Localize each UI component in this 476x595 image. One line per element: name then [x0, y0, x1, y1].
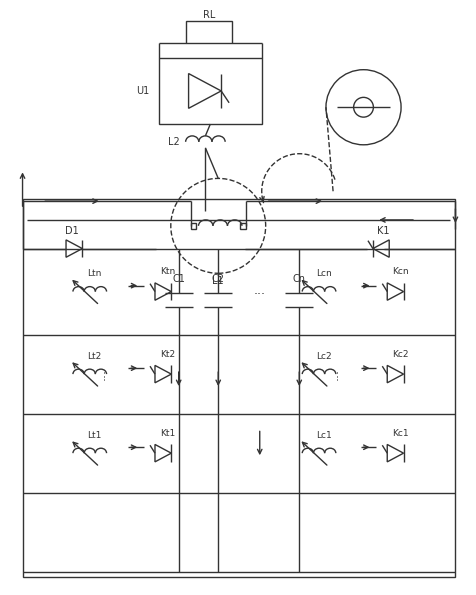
Text: Kt2: Kt2: [160, 350, 175, 359]
Text: Ltn: Ltn: [88, 270, 102, 278]
Text: ...: ...: [95, 368, 108, 380]
Text: ...: ...: [254, 284, 266, 296]
Text: Lc1: Lc1: [316, 431, 332, 440]
Text: D1: D1: [65, 226, 79, 236]
Text: ...: ...: [327, 368, 340, 380]
Text: K1: K1: [377, 226, 389, 236]
Text: C1: C1: [172, 274, 185, 284]
Text: Lcn: Lcn: [316, 270, 332, 278]
Text: Lt2: Lt2: [88, 352, 102, 361]
Bar: [240, 223, 246, 229]
Text: Kcn: Kcn: [392, 267, 408, 276]
Text: Ktn: Ktn: [160, 267, 176, 276]
Text: Lt1: Lt1: [88, 431, 102, 440]
Bar: [22, 199, 456, 577]
Text: Lc2: Lc2: [316, 352, 332, 361]
Text: Kc2: Kc2: [392, 350, 408, 359]
Text: Cn: Cn: [293, 274, 306, 284]
Text: L1: L1: [212, 276, 224, 286]
Text: RL: RL: [203, 10, 215, 20]
Bar: [190, 223, 197, 229]
Text: Kt1: Kt1: [160, 429, 176, 438]
Text: Kc1: Kc1: [392, 429, 408, 438]
Bar: [186, 21, 232, 43]
Text: U1: U1: [136, 86, 149, 96]
Text: C2: C2: [212, 274, 225, 284]
Text: L2: L2: [168, 137, 179, 147]
Bar: [159, 58, 262, 124]
